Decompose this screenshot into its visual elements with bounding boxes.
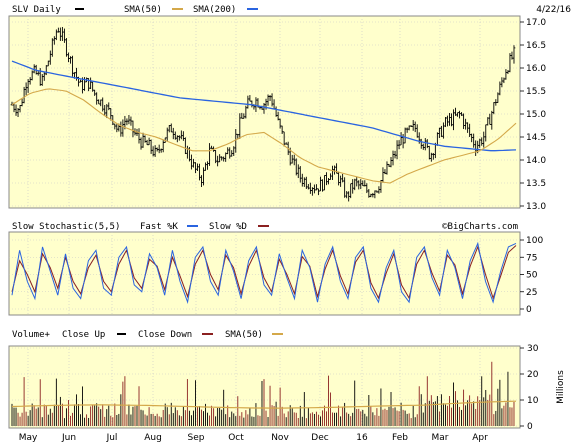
slow-d-line — [11, 245, 517, 300]
month-label: Feb — [392, 433, 408, 443]
volume-bars — [11, 361, 515, 426]
price-tick-label: 13.0 — [526, 202, 546, 212]
month-label: Oct — [228, 433, 244, 443]
stochastic-tick-label: 50 — [526, 271, 538, 281]
month-label: Apr — [472, 433, 488, 443]
close-down-legend-label: Close Down — [138, 330, 192, 340]
fast-k-legend-label: Fast %K — [140, 222, 179, 232]
stochastic-panel-bg — [8, 231, 521, 316]
watermark: ©BigCharts.com — [442, 222, 518, 232]
month-label: Aug — [144, 433, 162, 443]
price-tick-label: 17.0 — [526, 18, 546, 28]
month-label: Dec — [311, 433, 328, 443]
stochastic-header-bg — [0, 218, 579, 232]
price-panel: 17.0 16.5 16.0 15.5 15.0 14.5 14.0 13.5 13.0 — [8, 15, 546, 212]
stochastic-title: Slow Stochastic(5,5) — [12, 222, 120, 232]
volume-tick-label: 30 — [527, 344, 539, 354]
sma50-legend-label: SMA(50) — [124, 5, 162, 15]
volume-tick-label: 10 — [527, 396, 539, 406]
price-panel-bg — [8, 15, 521, 209]
month-label: Jul — [106, 433, 118, 443]
stochastic-tick-label: 100 — [526, 236, 543, 246]
sma200-legend-swatch — [247, 8, 258, 10]
sma200-line — [11, 60, 517, 152]
month-label: 16 — [356, 433, 368, 443]
month-label: Jun — [61, 433, 76, 443]
sma50-legend-swatch — [172, 8, 183, 10]
volume-tick-label: 20 — [527, 370, 539, 380]
slow-d-legend-swatch — [258, 225, 269, 227]
price-tick-label: 13.5 — [526, 179, 546, 189]
sma50-line — [11, 88, 517, 184]
stochastic-tick-label: 75 — [526, 253, 537, 263]
volume-panel-bg — [8, 345, 521, 429]
volume-title: Volume+ — [12, 330, 51, 340]
date-label: 4/22/16 — [536, 5, 571, 15]
volume-sma50-legend-swatch — [272, 333, 283, 335]
ticker-legend-swatch — [75, 8, 84, 10]
stochastic-panel: Slow Stochastic(5,5) Fast %K Slow %D ©Bi… — [0, 218, 579, 316]
volume-panel: Volume+ Close Up Close Down SMA(50) 30 20… — [8, 330, 566, 432]
ticker-label: SLV Daily — [12, 5, 61, 15]
close-up-legend-swatch — [117, 333, 126, 335]
volume-axis-label: Millions — [556, 370, 566, 404]
price-tick-label: 15.5 — [526, 87, 546, 97]
fast-k-line — [11, 241, 517, 305]
price-tick-label: 15.0 — [526, 110, 546, 120]
month-label: Mar — [432, 433, 449, 443]
sma200-legend-label: SMA(200) — [193, 5, 236, 15]
stochastic-tick-label: 25 — [526, 288, 537, 298]
stochastic-tick-label: 0 — [526, 305, 532, 315]
price-tick-label: 14.5 — [526, 133, 546, 143]
close-down-legend-swatch — [202, 333, 213, 335]
volume-tick-label: 0 — [527, 422, 533, 432]
x-axis-labels: May Jun Jul Aug Sep Oct Nov Dec 16 Feb Mar Apr — [19, 433, 488, 443]
month-label: Sep — [188, 433, 205, 443]
volume-sma50-line — [11, 400, 517, 409]
month-label: Nov — [271, 433, 289, 443]
volume-sma50-legend-label: SMA(50) — [225, 330, 263, 340]
price-tick-label: 14.0 — [526, 156, 546, 166]
close-up-legend-label: Close Up — [62, 330, 105, 340]
slow-d-legend-label: Slow %D — [209, 222, 247, 232]
price-tick-label: 16.5 — [526, 41, 546, 51]
price-bars — [10, 26, 516, 202]
price-tick-label: 16.0 — [526, 64, 546, 74]
month-label: May — [19, 433, 38, 443]
fast-k-legend-swatch — [187, 225, 198, 227]
